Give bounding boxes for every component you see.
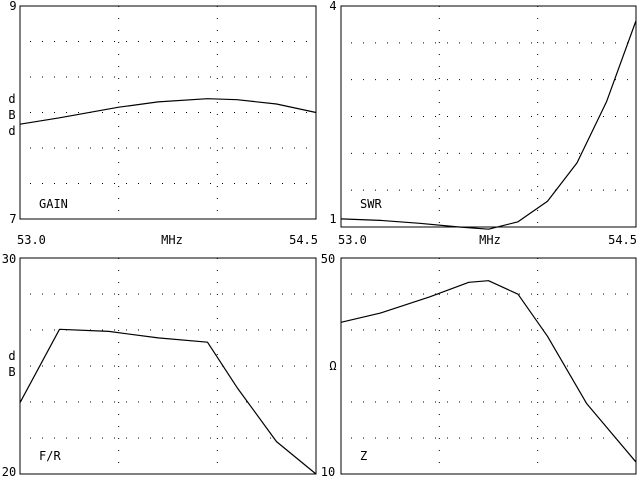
y-axis-label-char: d	[8, 92, 15, 106]
fr-plot-frame	[19, 257, 317, 475]
z-panel: 50 10 Ω Z	[321, 252, 637, 479]
fr-y-max-label: 30	[2, 252, 16, 266]
swr-y-min-label: 1	[329, 212, 336, 226]
gain-series-label: GAIN	[39, 197, 68, 211]
swr-curve-group	[340, 20, 637, 230]
z-series-line	[340, 280, 637, 463]
z-plot-frame	[340, 257, 637, 475]
swr-grid	[351, 6, 636, 227]
gain-y-max-label: 9	[9, 0, 16, 13]
fr-series-line	[19, 328, 317, 475]
gain-grid	[30, 6, 316, 219]
gain-series-line	[19, 98, 317, 125]
gain-x-max-label: 54.5	[289, 233, 318, 247]
fr-grid	[30, 258, 316, 474]
z-y-min-label: 10	[321, 465, 335, 479]
y-axis-label-char: B	[8, 108, 15, 122]
swr-plot-frame	[340, 5, 637, 228]
z-curve-group	[340, 280, 637, 463]
swr-y-max-label: 4	[329, 0, 336, 13]
y-axis-label-char: d	[8, 124, 15, 138]
z-series-label: Z	[360, 449, 367, 463]
swr-x-min-label: 53.0	[338, 233, 367, 247]
z-y-max-label: 50	[321, 252, 335, 266]
gain-plot-frame	[19, 5, 317, 220]
z-y-axis-label: Ω	[329, 359, 336, 373]
fr-series-label: F/R	[39, 449, 61, 463]
gain-x-axis-label: MHz	[161, 233, 183, 247]
fr-y-min-label: 20	[2, 465, 16, 479]
fr-curve-group	[19, 328, 317, 475]
swr-panel: 4 1 SWR 53.0 MHz 54.5	[329, 0, 637, 247]
gain-y-min-label: 7	[9, 212, 16, 226]
gain-x-min-label: 53.0	[17, 233, 46, 247]
y-axis-label-char: d	[8, 349, 15, 363]
y-axis-label-char: B	[8, 365, 15, 379]
swr-x-axis-label: MHz	[479, 233, 501, 247]
swr-x-max-label: 54.5	[608, 233, 637, 247]
swr-series-line	[340, 20, 637, 230]
z-grid	[351, 258, 636, 474]
swr-series-label: SWR	[360, 197, 382, 211]
gain-curve-group	[19, 98, 317, 125]
